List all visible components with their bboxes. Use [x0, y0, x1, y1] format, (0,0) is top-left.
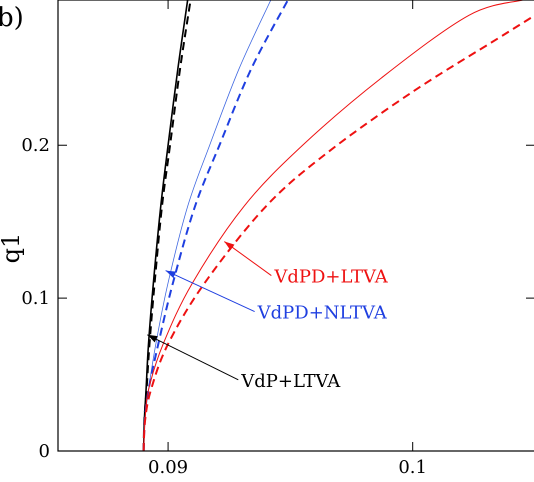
- y-tick-label: 0.2: [21, 135, 50, 156]
- x-axis-label: μ: [273, 473, 289, 482]
- series-line-6-dashed: [142, 14, 534, 452]
- series: [142, 0, 534, 452]
- annotation-arrow-line: [165, 270, 255, 313]
- ticks: 0.09 0.1 0 0.1 0.2: [21, 0, 534, 478]
- annotation-label: VdPD+NLTVA: [257, 303, 388, 324]
- y-tick-label: 0: [39, 441, 50, 462]
- series-line-5-solid: [143, 0, 523, 452]
- annotation-arrow-head: [147, 334, 158, 343]
- annotation-arrow-head: [224, 241, 235, 251]
- annotations: VdPD+LTVA VdPD+NLTVA VdP+LTVA: [147, 241, 389, 392]
- x-tick-label: 0.09: [148, 457, 188, 478]
- annotation-arrow-head: [165, 270, 177, 278]
- y-axis-label: q1: [0, 233, 25, 264]
- annotation-label: VdP+LTVA: [240, 371, 341, 392]
- panel-label: b): [0, 3, 24, 33]
- annotation-label: VdPD+LTVA: [273, 267, 388, 288]
- annotation-arrow-line: [147, 334, 239, 381]
- y-tick-label: 0.1: [21, 288, 50, 309]
- x-tick-label: 0.1: [398, 457, 427, 478]
- plot-frame: [57, 0, 534, 452]
